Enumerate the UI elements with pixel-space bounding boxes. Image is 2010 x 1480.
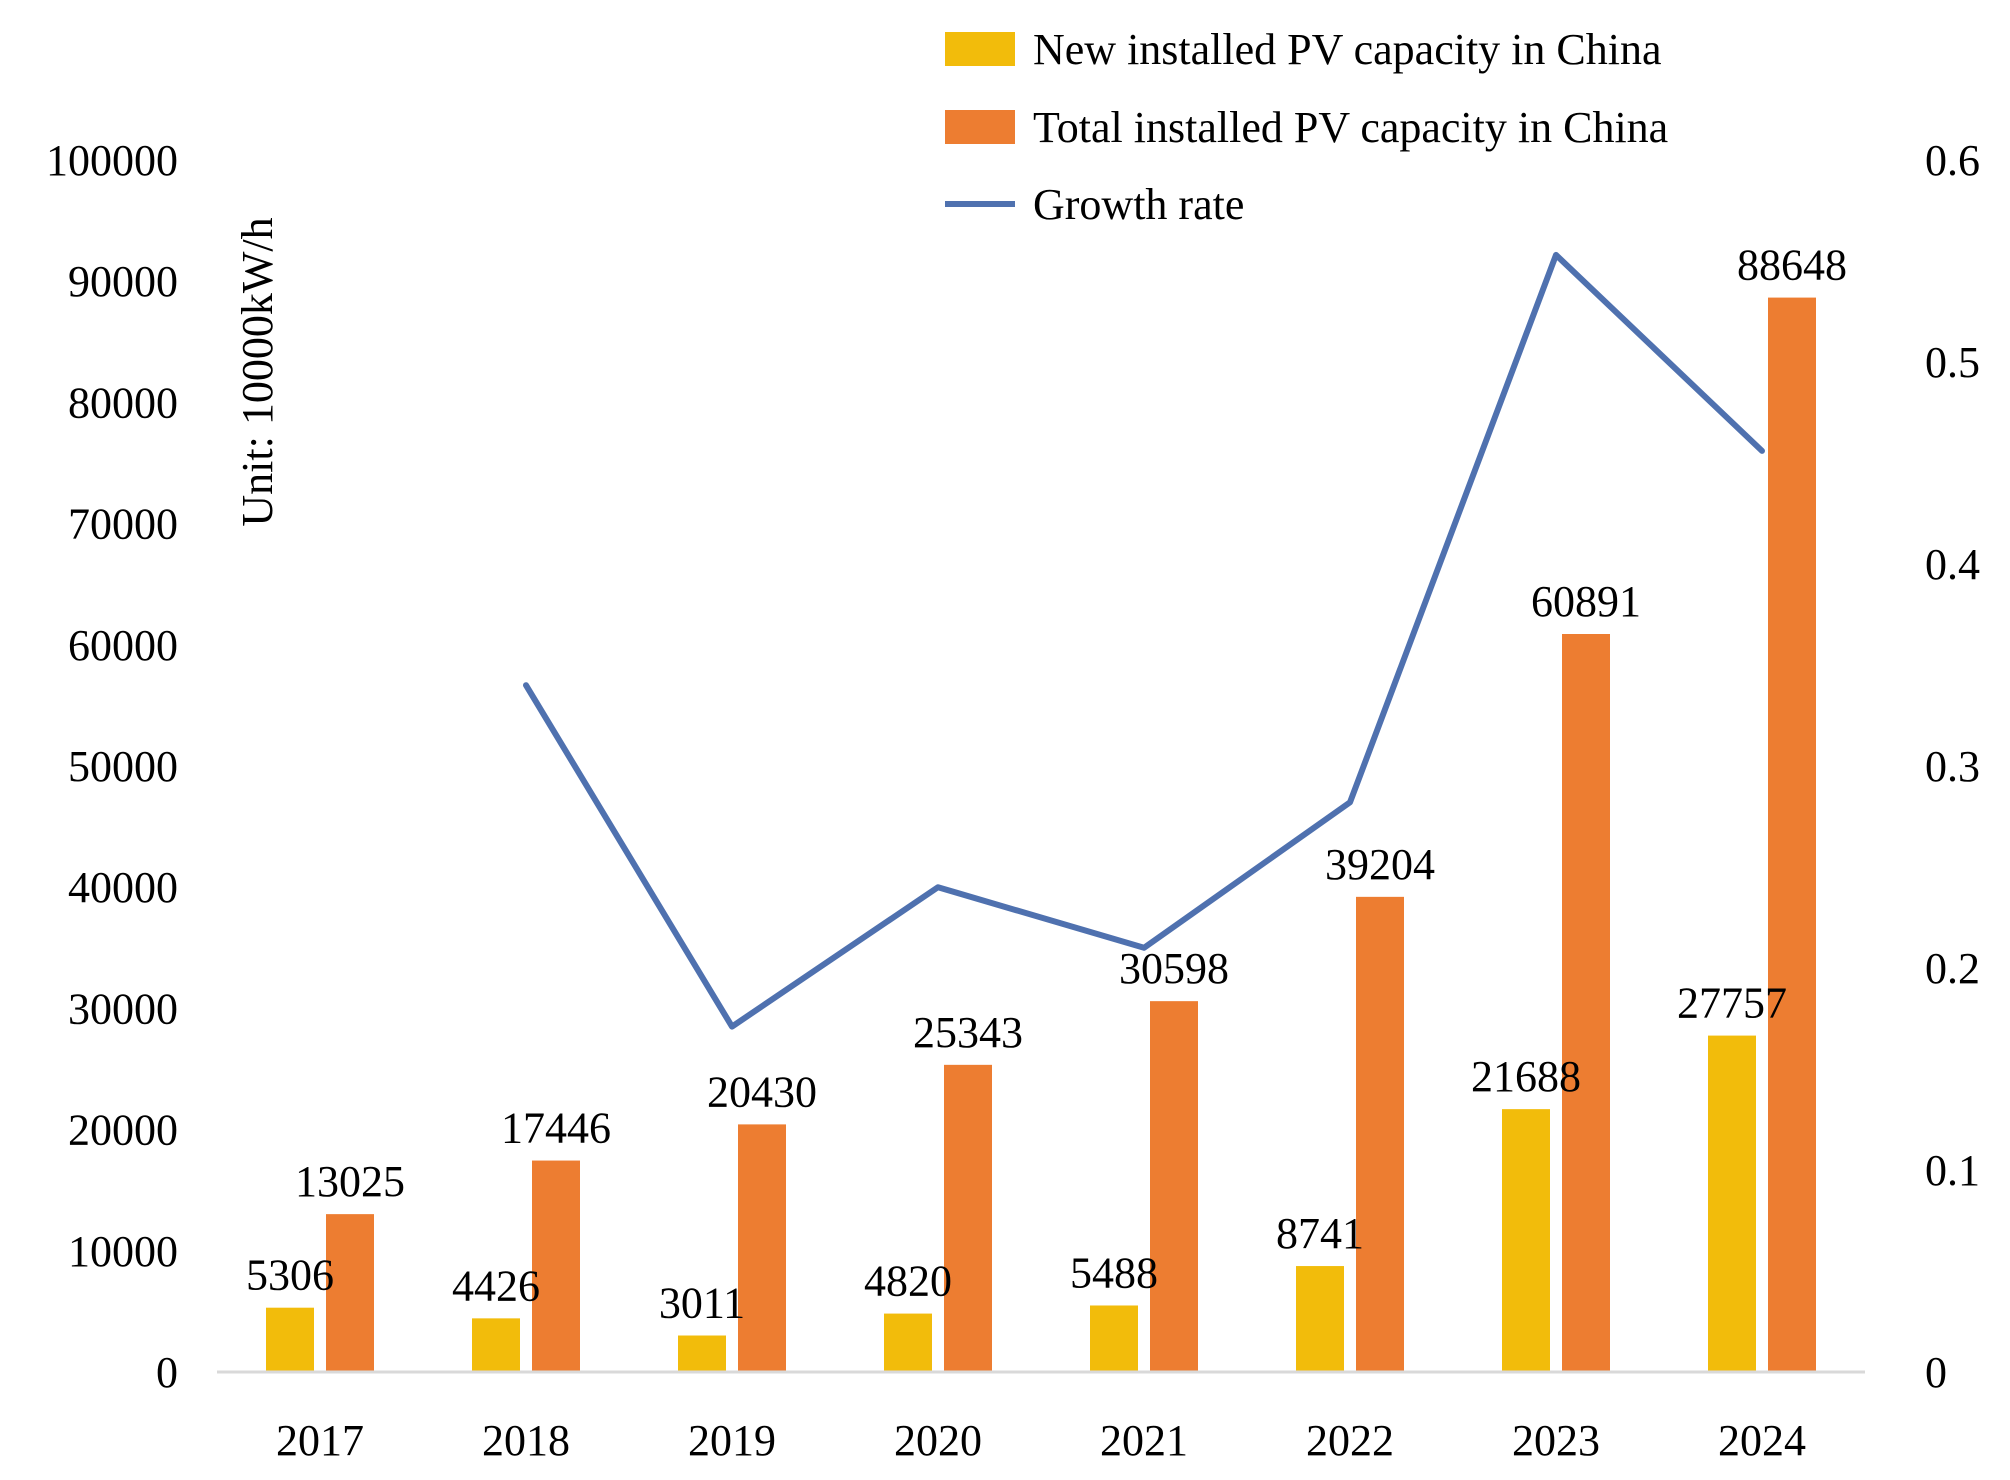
- new-capacity-data-label: 21688: [1471, 1052, 1581, 1101]
- total-capacity-bar: [326, 1214, 374, 1372]
- legend-item: New installed PV capacity in China: [945, 25, 1662, 74]
- y-tick-label: 30000: [68, 984, 178, 1033]
- y-tick-label: 20000: [68, 1106, 178, 1155]
- new-capacity-bar: [1090, 1305, 1138, 1372]
- legend-label: Total installed PV capacity in China: [1033, 103, 1668, 152]
- legend-label: Growth rate: [1033, 180, 1244, 229]
- y2-tick-label: 0.1: [1925, 1146, 1980, 1195]
- new-capacity-bar: [678, 1335, 726, 1372]
- total-capacity-data-label: 39204: [1325, 840, 1435, 889]
- new-capacity-data-label: 5488: [1070, 1248, 1158, 1297]
- y-tick-label: 0: [156, 1348, 178, 1397]
- y2-tick-label: 0.3: [1925, 742, 1980, 791]
- new-capacity-data-label: 27757: [1677, 979, 1787, 1028]
- x-tick-label: 2021: [1100, 1416, 1188, 1465]
- total-capacity-bar: [1150, 1001, 1198, 1372]
- growth-rate-line: [523, 251, 1765, 1030]
- y-tick-label: 60000: [68, 621, 178, 670]
- new-capacity-bar: [1296, 1266, 1344, 1372]
- y2-tick-label: 0.2: [1925, 944, 1980, 993]
- y-tick-label: 40000: [68, 863, 178, 912]
- total-capacity-bar: [532, 1160, 580, 1372]
- new-capacity-bar: [884, 1313, 932, 1372]
- total-capacity-data-label: 60891: [1531, 577, 1641, 626]
- y-tick-label: 70000: [68, 500, 178, 549]
- x-tick-label: 2020: [894, 1416, 982, 1465]
- total-capacity-data-label: 30598: [1119, 944, 1229, 993]
- x-tick-label: 2018: [482, 1416, 570, 1465]
- legend-swatch-new-capacity: [945, 32, 1015, 66]
- total-capacity-bar: [1768, 297, 1816, 1373]
- y-tick-label: 50000: [68, 742, 178, 791]
- new-capacity-data-label: 8741: [1276, 1209, 1364, 1258]
- new-capacity-data-label: 5306: [246, 1251, 334, 1300]
- x-axis-ticks: 2017 2018 2019 2020 2021 2022 2023 2024: [276, 1416, 1806, 1465]
- y-axis-title: Unit: 10000kW/h: [233, 217, 282, 526]
- total-capacity-bar: [944, 1064, 992, 1372]
- total-capacity-data-label: 20430: [707, 1067, 817, 1116]
- total-capacity-bar: [738, 1124, 786, 1372]
- y2-tick-label: 0.4: [1925, 540, 1980, 589]
- legend: New installed PV capacity in China Total …: [945, 25, 1668, 229]
- y-tick-label: 10000: [68, 1227, 178, 1276]
- y2-tick-label: 0.6: [1925, 136, 1980, 185]
- left-axis-ticks: 0 10000 20000 30000 40000 50000 60000 70000 8000…: [46, 136, 178, 1397]
- new-capacity-bar: [1708, 1035, 1756, 1372]
- y-axis-title-group: Unit: 10000kW/h: [233, 217, 282, 526]
- new-capacity-bar: [472, 1318, 520, 1372]
- new-capacity-data-label: 4820: [864, 1257, 952, 1306]
- new-capacity-data-label: 4426: [452, 1261, 540, 1310]
- legend-item: Growth rate: [945, 180, 1244, 229]
- total-capacity-data-label: 17446: [501, 1104, 611, 1153]
- growth-rate-line-group: [523, 251, 1765, 1030]
- new-capacity-bar: [1502, 1109, 1550, 1372]
- legend-label: New installed PV capacity in China: [1033, 25, 1662, 74]
- total-capacity-data-label: 13025: [295, 1157, 405, 1206]
- bars: [266, 297, 1816, 1373]
- total-capacity-bar: [1562, 634, 1610, 1372]
- legend-swatch-total-capacity: [945, 110, 1015, 144]
- x-tick-label: 2022: [1306, 1416, 1394, 1465]
- data-labels: 5306 4426 3011 4820 5488 8741 21688 27757 13025 1…: [246, 241, 1847, 1328]
- total-capacity-data-label: 25343: [913, 1008, 1023, 1057]
- x-tick-label: 2023: [1512, 1416, 1600, 1465]
- new-capacity-data-label: 3011: [659, 1279, 745, 1328]
- total-capacity-data-label: 88648: [1737, 241, 1847, 290]
- y2-tick-label: 0: [1925, 1348, 1947, 1397]
- new-capacity-bar: [266, 1307, 314, 1372]
- x-tick-label: 2024: [1718, 1416, 1806, 1465]
- y2-tick-label: 0.5: [1925, 338, 1980, 387]
- total-capacity-bar: [1356, 896, 1404, 1372]
- x-tick-label: 2017: [276, 1416, 364, 1465]
- y-tick-label: 90000: [68, 257, 178, 306]
- y-tick-label: 100000: [46, 136, 178, 185]
- x-tick-label: 2019: [688, 1416, 776, 1465]
- y-tick-label: 80000: [68, 378, 178, 427]
- right-axis-ticks: 0 0.1 0.2 0.3 0.4 0.5 0.6: [1925, 136, 1980, 1397]
- legend-item: Total installed PV capacity in China: [945, 103, 1668, 152]
